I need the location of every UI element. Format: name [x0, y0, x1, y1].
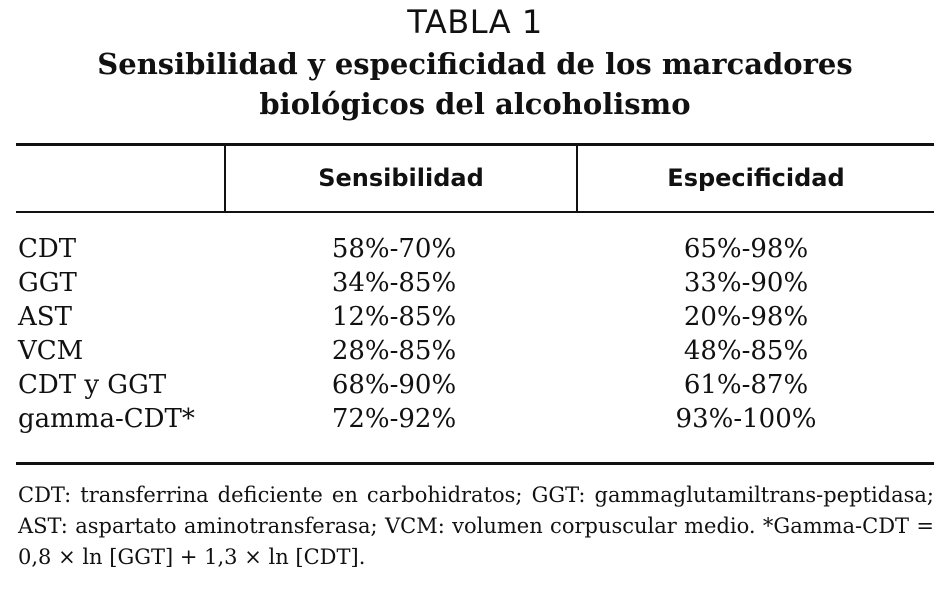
row-marker-name: gamma-CDT*: [18, 404, 195, 434]
table-title: Sensibilidad y especificidad de los marc…: [0, 44, 950, 124]
row-sensibilidad: 34%-85%: [331, 268, 457, 298]
table-row: gamma-CDT* 72%-92% 93%-100%: [0, 402, 950, 436]
table-top-rule: [16, 143, 934, 146]
table-label: TABLA 1: [407, 3, 543, 41]
table-row: CDT 58%-70% 65%-98%: [0, 232, 950, 266]
row-sensibilidad: 28%-85%: [331, 336, 457, 366]
table-footnote: CDT: transferrina deficiente en carbohid…: [18, 480, 934, 573]
header-divider-1: [224, 146, 226, 211]
table-body: CDT 58%-70% 65%-98% GGT 34%-85% 33%-90% …: [0, 232, 950, 436]
table-bottom-rule: [16, 462, 934, 465]
table-row: GGT 34%-85% 33%-90%: [0, 266, 950, 300]
row-sensibilidad: 58%-70%: [331, 234, 457, 264]
row-especificidad: 20%-98%: [683, 302, 809, 332]
table-title-line-1: Sensibilidad y especificidad de los marc…: [97, 47, 853, 81]
row-sensibilidad: 12%-85%: [331, 302, 457, 332]
row-especificidad: 33%-90%: [683, 268, 809, 298]
table-row: CDT y GGT 68%-90% 61%-87%: [0, 368, 950, 402]
column-header-especificidad: Especificidad: [667, 164, 845, 192]
row-sensibilidad: 68%-90%: [331, 370, 457, 400]
column-header-sensibilidad: Sensibilidad: [318, 164, 484, 192]
footnote-text: CDT: transferrina deficiente en carbohid…: [18, 483, 934, 569]
table-row: VCM 28%-85% 48%-85%: [0, 334, 950, 368]
row-marker-name: CDT: [18, 234, 77, 264]
row-marker-name: AST: [18, 302, 72, 332]
row-especificidad: 65%-98%: [683, 234, 809, 264]
row-sensibilidad: 72%-92%: [331, 404, 457, 434]
row-marker-name: GGT: [18, 268, 77, 298]
header-bottom-rule: [16, 211, 934, 213]
header-divider-2: [576, 146, 578, 211]
row-marker-name: VCM: [18, 336, 84, 366]
row-especificidad: 48%-85%: [683, 336, 809, 366]
table-title-line-2: biológicos del alcoholismo: [259, 87, 691, 121]
row-marker-name: CDT y GGT: [18, 370, 167, 400]
row-especificidad: 61%-87%: [683, 370, 809, 400]
table-row: AST 12%-85% 20%-98%: [0, 300, 950, 334]
row-especificidad: 93%-100%: [675, 404, 817, 434]
